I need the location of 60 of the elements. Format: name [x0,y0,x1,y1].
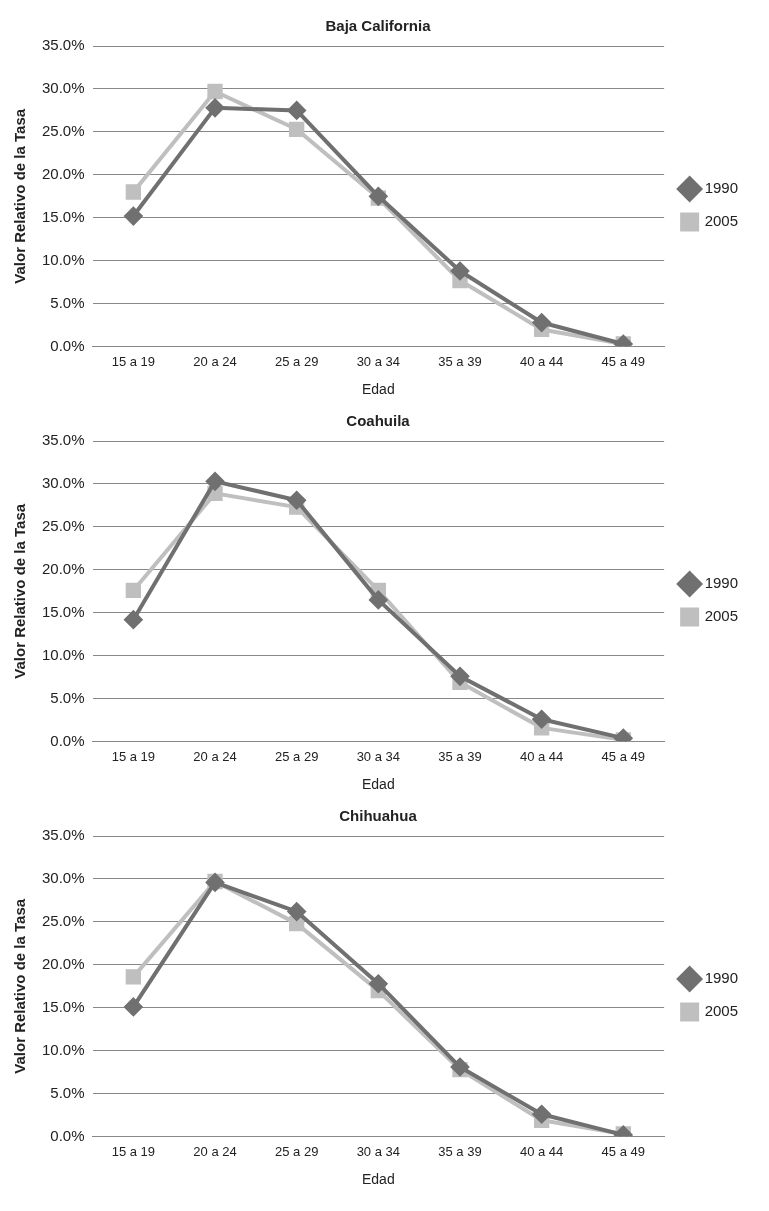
y-tick-label: 25.0% [41,517,85,535]
y-tick-label: 0.0% [50,731,85,749]
x-axis-title: Edad [361,776,395,793]
x-tick-label: 45 a 49 [601,353,645,369]
x-axis-title: Edad [361,1171,395,1188]
y-tick-label: 15.0% [41,602,85,620]
y-tick-label: 20.0% [41,559,85,577]
y-tick-label: 20.0% [41,954,85,972]
chart-title: Baja California [325,17,432,35]
y-tick-label: 15.0% [41,997,85,1015]
x-tick-label: 15 a 19 [111,353,156,369]
x-tick-label: 40 a 44 [519,353,564,369]
x-tick-label: 40 a 44 [519,748,564,764]
y-tick-label: 10.0% [41,1040,85,1058]
x-tick-label: 30 a 34 [356,1143,401,1159]
x-tick-label: 35 a 39 [438,1143,482,1159]
x-axis-title: Edad [361,381,395,398]
x-tick-label: 20 a 24 [193,353,237,369]
y-tick-label: 30.0% [41,869,85,887]
x-tick-label: 15 a 19 [111,748,156,764]
y-tick-label: 5.0% [50,688,85,706]
x-tick-label: 15 a 19 [111,1143,156,1159]
x-tick-label: 40 a 44 [519,1143,564,1159]
y-tick-label: 30.0% [41,79,85,97]
x-tick-label: 25 a 29 [274,353,319,369]
y-tick-label: 15.0% [41,207,85,225]
x-tick-label: 35 a 39 [438,748,482,764]
y-tick-label: 25.0% [41,122,85,140]
y-tick-label: 5.0% [50,293,85,311]
chart-title: Coahuila [346,412,411,430]
y-tick-label: 10.0% [41,250,85,268]
legend-label: 1990 [704,179,739,197]
y-tick-label: 30.0% [41,474,85,492]
x-tick-label: 20 a 24 [193,748,237,764]
x-tick-label: 35 a 39 [438,353,482,369]
y-tick-label: 5.0% [50,1083,85,1101]
x-tick-label: 30 a 34 [356,353,401,369]
y-axis-title: Valor Relativo de la Tasa [11,898,29,1074]
legend-label: 2005 [704,212,739,230]
y-axis-title: Valor Relativo de la Tasa [11,108,29,284]
chart-title: Chihuahua [339,807,418,825]
y-axis-title: Valor Relativo de la Tasa [11,503,29,679]
y-tick-label: 35.0% [41,36,85,54]
x-tick-label: 20 a 24 [193,1143,237,1159]
legend-label: 2005 [704,1002,739,1020]
y-tick-label: 35.0% [41,826,85,844]
legend-label: 2005 [704,607,739,625]
y-tick-label: 35.0% [41,431,85,449]
y-tick-label: 0.0% [50,336,85,354]
x-tick-label: 45 a 49 [601,1143,645,1159]
legend-label: 1990 [704,574,739,592]
y-tick-label: 10.0% [41,645,85,663]
y-tick-label: 25.0% [41,912,85,930]
x-tick-label: 25 a 29 [274,748,319,764]
x-tick-label: 45 a 49 [601,748,645,764]
y-tick-label: 20.0% [41,164,85,182]
legend-label: 1990 [704,969,739,987]
y-tick-label: 0.0% [50,1126,85,1144]
x-tick-label: 25 a 29 [274,1143,319,1159]
x-tick-label: 30 a 34 [356,748,401,764]
